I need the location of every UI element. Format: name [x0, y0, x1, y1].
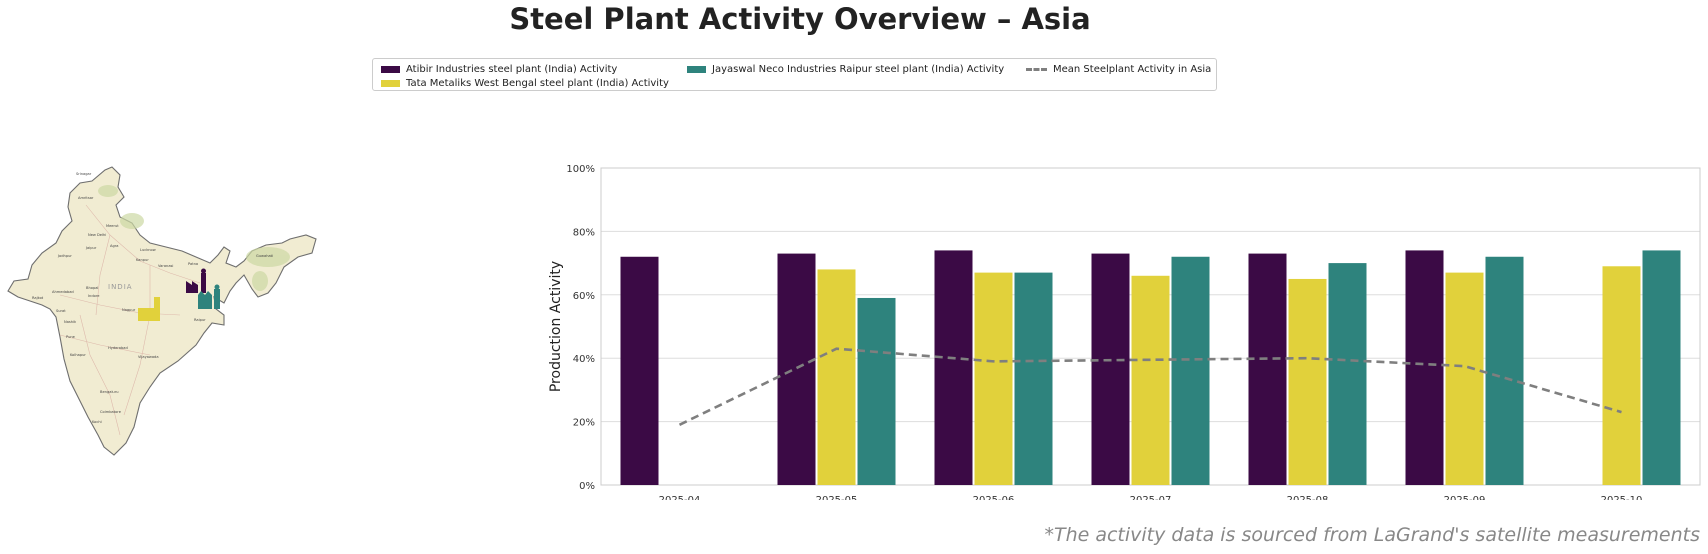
mean-activity-line: [678, 347, 1622, 426]
map-relief: [98, 185, 290, 291]
bar-2025-05-series-2: [857, 297, 896, 485]
legend-label-tata: Tata Metaliks West Bengal steel plant (I…: [406, 78, 669, 89]
city-label: Kanpur: [136, 258, 149, 262]
y-tick-label: 40%: [573, 354, 595, 365]
city-label: Raipur: [194, 318, 206, 322]
x-tick-label: 2025-09: [1444, 495, 1486, 500]
factory-icon-jayaswal: [198, 284, 220, 309]
city-label: Nashik: [64, 320, 77, 324]
legend-label-mean: Mean Steelplant Activity in Asia: [1053, 64, 1212, 75]
bar-2025-06-series-0: [934, 250, 973, 485]
bar-2025-07-series-0: [1091, 253, 1130, 485]
india-map: INDIA Srinagar Amritsar Meerut New Delhi…: [7, 166, 317, 456]
city-label: Srinagar: [76, 172, 92, 176]
city-label: Nagpur: [122, 308, 136, 312]
legend-swatch-atibir: [381, 66, 400, 73]
bar-2025-08-series-2: [1328, 263, 1367, 485]
city-label: Varanasi: [158, 264, 173, 268]
city-label: Meerut: [106, 224, 119, 228]
y-tick-label: 60%: [573, 291, 595, 302]
legend-label-jayaswal: Jayaswal Neco Industries Raipur steel pl…: [712, 64, 1005, 75]
bar-2025-10-series-1: [1602, 266, 1641, 485]
legend: Atibir Industries steel plant (India) Ac…: [372, 58, 1217, 91]
legend-item-jayaswal: Jayaswal Neco Industries Raipur steel pl…: [687, 64, 1004, 75]
map-city-labels: Srinagar Amritsar Meerut New Delhi Jaipu…: [32, 172, 273, 424]
x-tick-label: 2025-04: [659, 495, 701, 500]
bar-chart: 0% 20% 40% 60% 80% 100% 2025-04 2025-05 2025-06 2…: [548, 164, 1701, 500]
legend-label-atibir: Atibir Industries steel plant (India) Ac…: [406, 64, 618, 75]
legend-item-atibir: Atibir Industries steel plant (India) Ac…: [381, 64, 617, 75]
x-tick-label: 2025-07: [1130, 495, 1172, 500]
x-tick-label: 2025-05: [816, 495, 858, 500]
city-label: Patna: [188, 262, 198, 266]
city-label: Coimbatore: [100, 410, 122, 414]
bar-2025-09-series-0: [1405, 250, 1444, 485]
city-label: Surat: [56, 309, 66, 313]
y-tick-label: 0%: [579, 481, 595, 492]
city-label: Lucknow: [140, 248, 156, 252]
city-label: Vijayawada: [138, 355, 159, 359]
x-tick-label: 2025-10: [1601, 495, 1643, 500]
legend-item-mean: Mean Steelplant Activity in Asia: [1026, 64, 1211, 75]
bar-2025-04-series-0: [620, 256, 659, 485]
bar-2025-10-series-2: [1642, 250, 1681, 485]
city-label: New Delhi: [88, 233, 106, 237]
chart-title: Steel Plant Activity Overview – Asia: [509, 2, 1091, 36]
y-tick-label: 20%: [573, 418, 595, 429]
bar-2025-05-series-0: [777, 253, 816, 485]
city-label: Jaipur: [85, 246, 97, 250]
bar-2025-07-series-2: [1171, 256, 1210, 485]
bar-2025-07-series-1: [1131, 275, 1170, 485]
legend-item-tata: Tata Metaliks West Bengal steel plant (I…: [381, 78, 669, 89]
city-label: Guwahati: [256, 254, 273, 258]
map-country-label: INDIA: [108, 283, 133, 291]
city-label: Rajkot: [32, 296, 44, 300]
factory-icon-atibir: [186, 268, 206, 293]
factory-icon-tata: [138, 297, 160, 321]
city-label: Bhopal: [86, 286, 98, 290]
bar-2025-09-series-2: [1485, 256, 1524, 485]
bar-2025-05-series-1: [817, 269, 856, 485]
legend-swatch-tata: [381, 80, 400, 87]
bar-2025-08-series-0: [1248, 253, 1287, 485]
x-tick-label: 2025-08: [1287, 495, 1329, 500]
city-label: Agra: [110, 244, 118, 248]
y-tick-label: 80%: [573, 227, 595, 238]
legend-swatch-mean: [1026, 68, 1047, 71]
legend-swatch-jayaswal: [687, 66, 706, 73]
city-label: Hyderabad: [108, 346, 128, 350]
bar-2025-06-series-1: [974, 272, 1013, 485]
city-label: Ahmedabad: [52, 290, 74, 294]
city-label: Pune: [66, 335, 76, 339]
y-axis-label: Production Activity: [548, 261, 564, 392]
source-footnote: *The activity data is sourced from LaGra…: [1044, 524, 1700, 546]
x-tick-label: 2025-06: [973, 495, 1015, 500]
y-tick-label: 100%: [566, 164, 595, 175]
bar-2025-08-series-1: [1288, 278, 1327, 485]
india-outline: [7, 166, 317, 456]
city-label: Bengaluru: [100, 390, 118, 394]
city-label: Indore: [88, 294, 100, 298]
bar-2025-09-series-1: [1445, 272, 1484, 485]
city-label: Kolhapur: [70, 353, 86, 357]
bar-2025-06-series-2: [1014, 272, 1053, 485]
city-label: Amritsar: [78, 196, 94, 200]
city-label: Kochi: [92, 420, 102, 424]
city-label: Jodhpur: [57, 254, 72, 258]
